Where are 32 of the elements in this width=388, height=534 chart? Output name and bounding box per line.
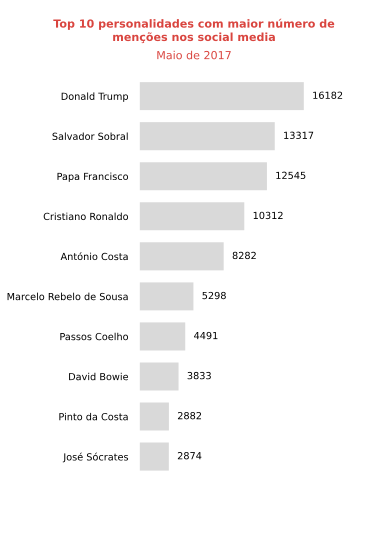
- bar: [140, 122, 275, 150]
- data-label: 4491: [194, 332, 218, 340]
- bar: [140, 202, 244, 230]
- data-label: 2874: [178, 452, 202, 460]
- y-tick-label: Cristiano Ronaldo: [44, 212, 128, 220]
- y-tick-label: António Costa: [60, 252, 128, 260]
- bar: [140, 282, 194, 310]
- bar: [140, 162, 267, 190]
- bar: [140, 82, 304, 110]
- data-label: 12545: [276, 172, 306, 180]
- y-tick-label: Salvador Sobral: [52, 132, 128, 140]
- y-tick-label: Papa Francisco: [58, 172, 128, 182]
- y-tick-label: David Bowie: [69, 372, 128, 380]
- data-label: 2882: [178, 412, 202, 420]
- y-tick-label: Passos Coelho: [60, 332, 128, 340]
- chart-title: Top 10 personalidades com maior número de menções nos social media: [53, 18, 334, 44]
- bar: [140, 442, 169, 471]
- data-label: 5298: [202, 292, 226, 300]
- data-label: 3833: [188, 372, 211, 380]
- bar: [140, 402, 169, 431]
- y-tick-label: Pinto da Costa: [59, 412, 128, 420]
- bar: [140, 362, 179, 390]
- data-label: 16182: [313, 92, 342, 99]
- data-label: 10312: [254, 212, 283, 220]
- chart-subtitle: Maio de 2017: [157, 50, 231, 60]
- y-tick-label: Donald Trump: [62, 92, 128, 102]
- bar: [140, 322, 186, 350]
- bar: [140, 242, 224, 270]
- data-label: 8282: [232, 252, 256, 260]
- y-tick-label: José Sócrates: [62, 452, 128, 462]
- y-tick-label: Marcelo Rebelo de Sousa: [8, 292, 128, 300]
- data-label: 13317: [284, 132, 314, 139]
